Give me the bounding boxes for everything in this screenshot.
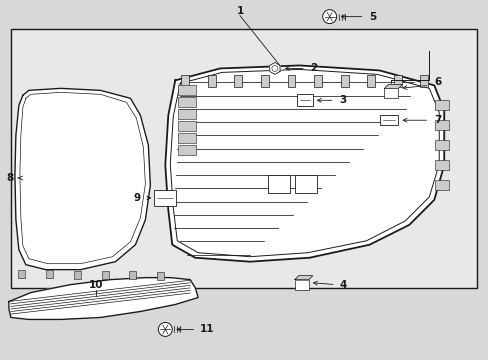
Bar — [313, 75, 322, 87]
Text: 4: 4 — [339, 280, 346, 289]
Circle shape — [158, 323, 172, 336]
Bar — [178, 85, 196, 95]
Text: 5: 5 — [369, 12, 376, 22]
Bar — [434, 120, 448, 130]
Bar — [74, 271, 81, 279]
Bar — [434, 140, 448, 150]
Bar — [178, 97, 196, 107]
Text: 11: 11 — [200, 324, 214, 334]
Text: 7: 7 — [433, 115, 441, 125]
Bar — [340, 75, 348, 87]
Polygon shape — [294, 276, 312, 280]
Bar — [129, 271, 136, 279]
Bar — [178, 133, 196, 143]
Polygon shape — [269, 62, 280, 75]
Bar — [261, 75, 268, 87]
Text: 10: 10 — [88, 280, 102, 289]
Bar — [154, 190, 176, 206]
Text: 2: 2 — [309, 63, 316, 73]
Text: 9: 9 — [133, 193, 140, 203]
Bar — [207, 75, 215, 87]
Bar — [181, 75, 189, 87]
Bar — [267, 175, 289, 193]
Bar — [380, 115, 398, 125]
Polygon shape — [15, 88, 150, 270]
Bar — [434, 100, 448, 110]
Bar — [294, 175, 316, 193]
Polygon shape — [384, 84, 402, 88]
Circle shape — [322, 10, 336, 24]
Text: 3: 3 — [339, 95, 346, 105]
Polygon shape — [165, 66, 443, 262]
Bar — [157, 272, 164, 280]
Bar — [234, 75, 242, 87]
Bar — [434, 160, 448, 170]
Bar — [46, 270, 53, 278]
Bar — [102, 271, 108, 279]
Bar — [178, 145, 196, 155]
Bar — [366, 75, 374, 87]
Bar — [178, 121, 196, 131]
Bar — [18, 270, 25, 278]
Bar — [296, 94, 312, 106]
Bar — [434, 180, 448, 190]
Bar — [393, 75, 401, 87]
Bar — [11, 28, 476, 288]
Bar — [294, 280, 308, 289]
Text: 1: 1 — [236, 6, 243, 15]
Circle shape — [271, 66, 277, 71]
Bar — [178, 109, 196, 119]
Bar — [420, 75, 427, 87]
Polygon shape — [9, 278, 198, 319]
Text: 8: 8 — [6, 173, 13, 183]
Text: 6: 6 — [433, 77, 441, 87]
Bar — [287, 75, 295, 87]
Bar — [384, 88, 398, 98]
